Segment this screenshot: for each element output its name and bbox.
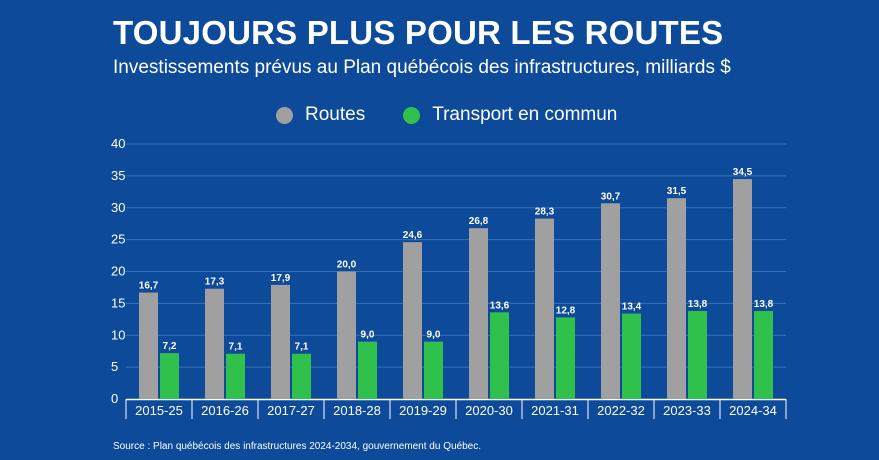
y-tick-label: 25 — [111, 232, 125, 247]
data-label-routes: 30,7 — [601, 191, 621, 202]
bar-transport — [358, 341, 377, 399]
legend-swatch-transport — [403, 106, 421, 124]
x-tick-label: 2019-29 — [399, 403, 447, 418]
x-tick-label: 2023-33 — [663, 403, 711, 418]
data-label-routes: 24,6 — [403, 230, 423, 241]
y-tick-label: 10 — [111, 327, 125, 342]
data-label-routes: 34,5 — [733, 167, 753, 178]
y-tick-label: 5 — [111, 359, 118, 374]
data-label-routes: 31,5 — [667, 186, 687, 197]
source-note: Source : Plan québécois des infrastructu… — [113, 441, 482, 452]
bar-transport — [490, 312, 509, 399]
y-tick-label: 40 — [111, 136, 125, 151]
legend-label-routes: Routes — [305, 104, 366, 125]
bar-routes — [139, 292, 158, 399]
bar-routes — [733, 179, 752, 399]
data-label-routes: 16,7 — [139, 281, 159, 292]
x-tick-label: 2022-32 — [597, 403, 645, 418]
legend-swatch-routes — [276, 106, 293, 124]
bar-transport — [424, 341, 443, 399]
data-label-transport: 12,8 — [556, 305, 576, 316]
data-label-transport: 13,8 — [688, 299, 708, 310]
y-tick-label: 0 — [111, 391, 118, 406]
bar-routes — [337, 271, 356, 399]
legend-item-transport: Transport en commun — [403, 104, 617, 126]
data-label-transport: 13,6 — [490, 300, 510, 311]
legend-label-transport: Transport en commun — [432, 104, 618, 125]
y-tick-label: 15 — [111, 295, 125, 310]
data-label-transport: 13,8 — [754, 299, 774, 310]
bar-transport — [226, 353, 245, 399]
bar-transport — [160, 353, 179, 399]
x-tick-label: 2016-26 — [201, 403, 249, 418]
y-tick-label: 30 — [111, 200, 125, 215]
data-label-routes: 28,3 — [535, 207, 555, 218]
bar-transport — [754, 311, 773, 399]
bar-routes — [403, 242, 422, 399]
x-tick-label: 2018-28 — [333, 403, 381, 418]
data-label-transport: 7,1 — [295, 342, 309, 353]
x-tick-label: 2020-30 — [465, 403, 513, 418]
data-label-transport: 13,4 — [622, 302, 642, 313]
data-label-transport: 7,1 — [229, 342, 243, 353]
data-label-routes: 20,0 — [337, 260, 357, 271]
bar-routes — [469, 228, 488, 399]
bar-routes — [601, 203, 620, 399]
bar-routes — [205, 288, 224, 399]
chart-subtitle: Investissements prévus au Plan québécois… — [113, 57, 731, 78]
legend: Routes Transport en commun — [276, 104, 655, 126]
bar-routes — [535, 218, 554, 399]
x-tick-label: 2024-34 — [729, 403, 777, 418]
y-tick-label: 35 — [111, 168, 125, 183]
data-label-transport: 7,2 — [163, 341, 177, 352]
x-tick-label: 2015-25 — [135, 403, 183, 418]
bar-routes — [271, 284, 290, 399]
x-tick-label: 2021-31 — [531, 403, 579, 418]
y-tick-label: 20 — [111, 264, 125, 279]
data-label-routes: 26,8 — [469, 216, 489, 227]
data-label-transport: 9,0 — [427, 330, 441, 341]
legend-item-routes: Routes — [276, 104, 365, 126]
bar-routes — [667, 198, 686, 399]
bar-transport — [292, 353, 311, 399]
data-label-routes: 17,3 — [205, 277, 225, 288]
bar-transport — [622, 313, 641, 399]
bar-transport — [688, 311, 707, 399]
data-label-routes: 17,9 — [271, 273, 291, 284]
x-tick-label: 2017-27 — [267, 403, 315, 418]
bar-transport — [556, 317, 575, 399]
chart-title: TOUJOURS PLUS POUR LES ROUTES — [113, 14, 724, 51]
data-label-transport: 9,0 — [361, 330, 375, 341]
